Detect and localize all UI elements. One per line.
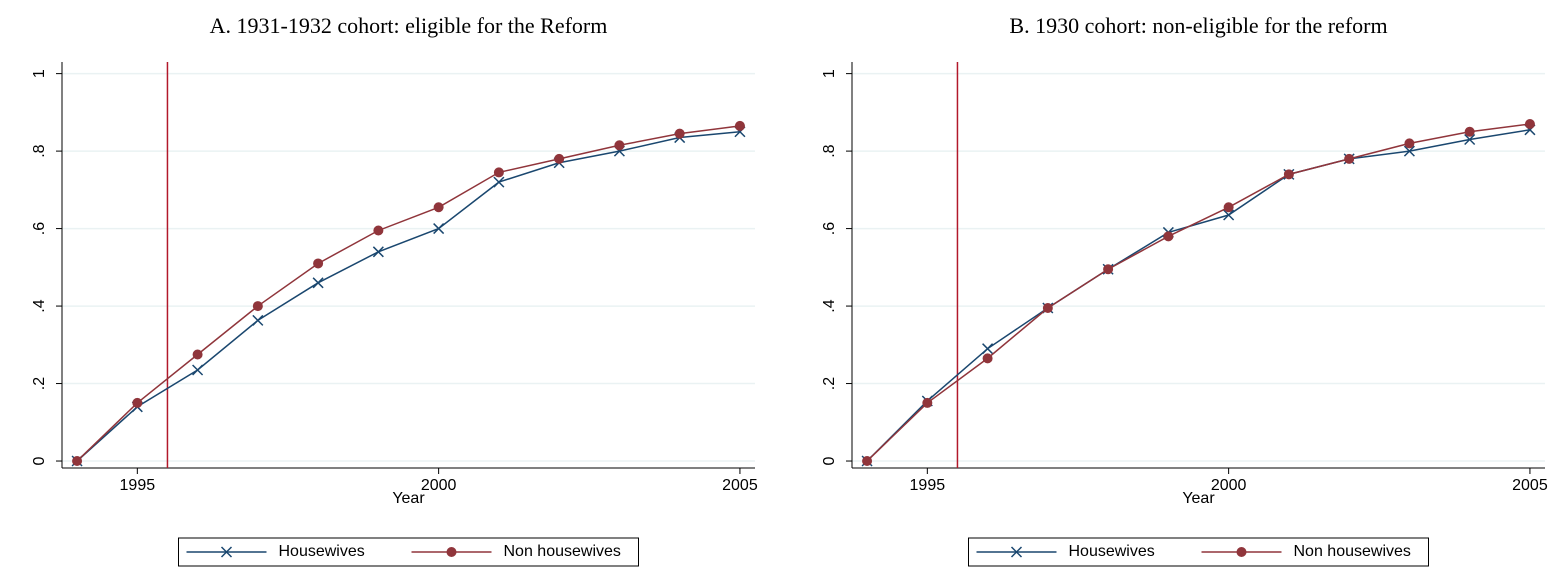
marker (252, 314, 264, 326)
y-tick-label: .4 (31, 299, 48, 312)
chart-title: B. 1930 cohort: non-eligible for the ref… (1009, 13, 1387, 38)
y-tick-label: .8 (31, 144, 48, 157)
marker (734, 120, 745, 131)
y-tick-label: .4 (821, 299, 838, 312)
y-tick-label: 0 (31, 456, 48, 465)
marker (1223, 209, 1235, 221)
y-tick-label: 1 (31, 69, 48, 78)
marker (1223, 202, 1234, 213)
y-tick-label: .6 (821, 222, 838, 235)
series-line (866, 129, 1531, 462)
marker (433, 202, 444, 213)
legend-label: Non housewives (1294, 543, 1411, 560)
y-tick-label: 1 (821, 69, 838, 78)
chart-title: A. 1931-1932 cohort: eligible for the Re… (210, 13, 608, 38)
y-tick-label: .6 (31, 222, 48, 235)
marker (1103, 264, 1114, 275)
marker (493, 176, 505, 188)
y-tick-label: .2 (31, 377, 48, 390)
legend-marker (446, 547, 457, 557)
marker (982, 353, 993, 364)
marker (1404, 138, 1415, 149)
marker (1403, 145, 1415, 157)
marker (372, 246, 384, 258)
marker (252, 301, 263, 312)
series-line (76, 130, 741, 462)
x-tick-label: 2005 (722, 477, 758, 494)
x-tick-label: 2000 (1211, 477, 1247, 494)
marker (1524, 118, 1535, 129)
marker (313, 258, 324, 269)
marker (1464, 133, 1476, 146)
legend-label: Non housewives (504, 543, 621, 560)
marker (433, 223, 445, 235)
legend-marker (220, 546, 233, 558)
legend-label: Housewives (1069, 543, 1155, 560)
x-axis-label: Year (1182, 490, 1215, 507)
x-tick-label: 1995 (120, 477, 156, 494)
y-tick-label: 0 (821, 456, 838, 465)
x-tick-label: 1995 (910, 477, 946, 494)
marker (1464, 126, 1475, 137)
marker (614, 140, 625, 151)
marker (72, 456, 83, 467)
y-tick-label: .2 (821, 377, 838, 390)
marker (373, 225, 384, 236)
marker (1344, 153, 1355, 164)
series-line (76, 125, 741, 462)
x-tick-label: 2005 (1512, 477, 1548, 494)
marker (132, 397, 143, 408)
legend-label: Housewives (279, 543, 365, 560)
marker (192, 364, 204, 376)
marker (312, 277, 324, 289)
marker (1283, 169, 1294, 180)
marker (674, 128, 685, 139)
marker (493, 167, 504, 178)
legend-marker (1010, 546, 1023, 558)
marker (192, 349, 203, 360)
series-line (866, 123, 1531, 462)
legend-marker (1236, 547, 1247, 557)
marker (554, 153, 565, 164)
marker (982, 343, 994, 355)
y-tick-label: .8 (821, 144, 838, 157)
marker (922, 397, 933, 408)
marker (1042, 303, 1053, 314)
marker (862, 456, 873, 467)
marker (1163, 231, 1174, 242)
x-tick-label: 2000 (421, 477, 457, 494)
x-axis-label: Year (392, 490, 425, 507)
